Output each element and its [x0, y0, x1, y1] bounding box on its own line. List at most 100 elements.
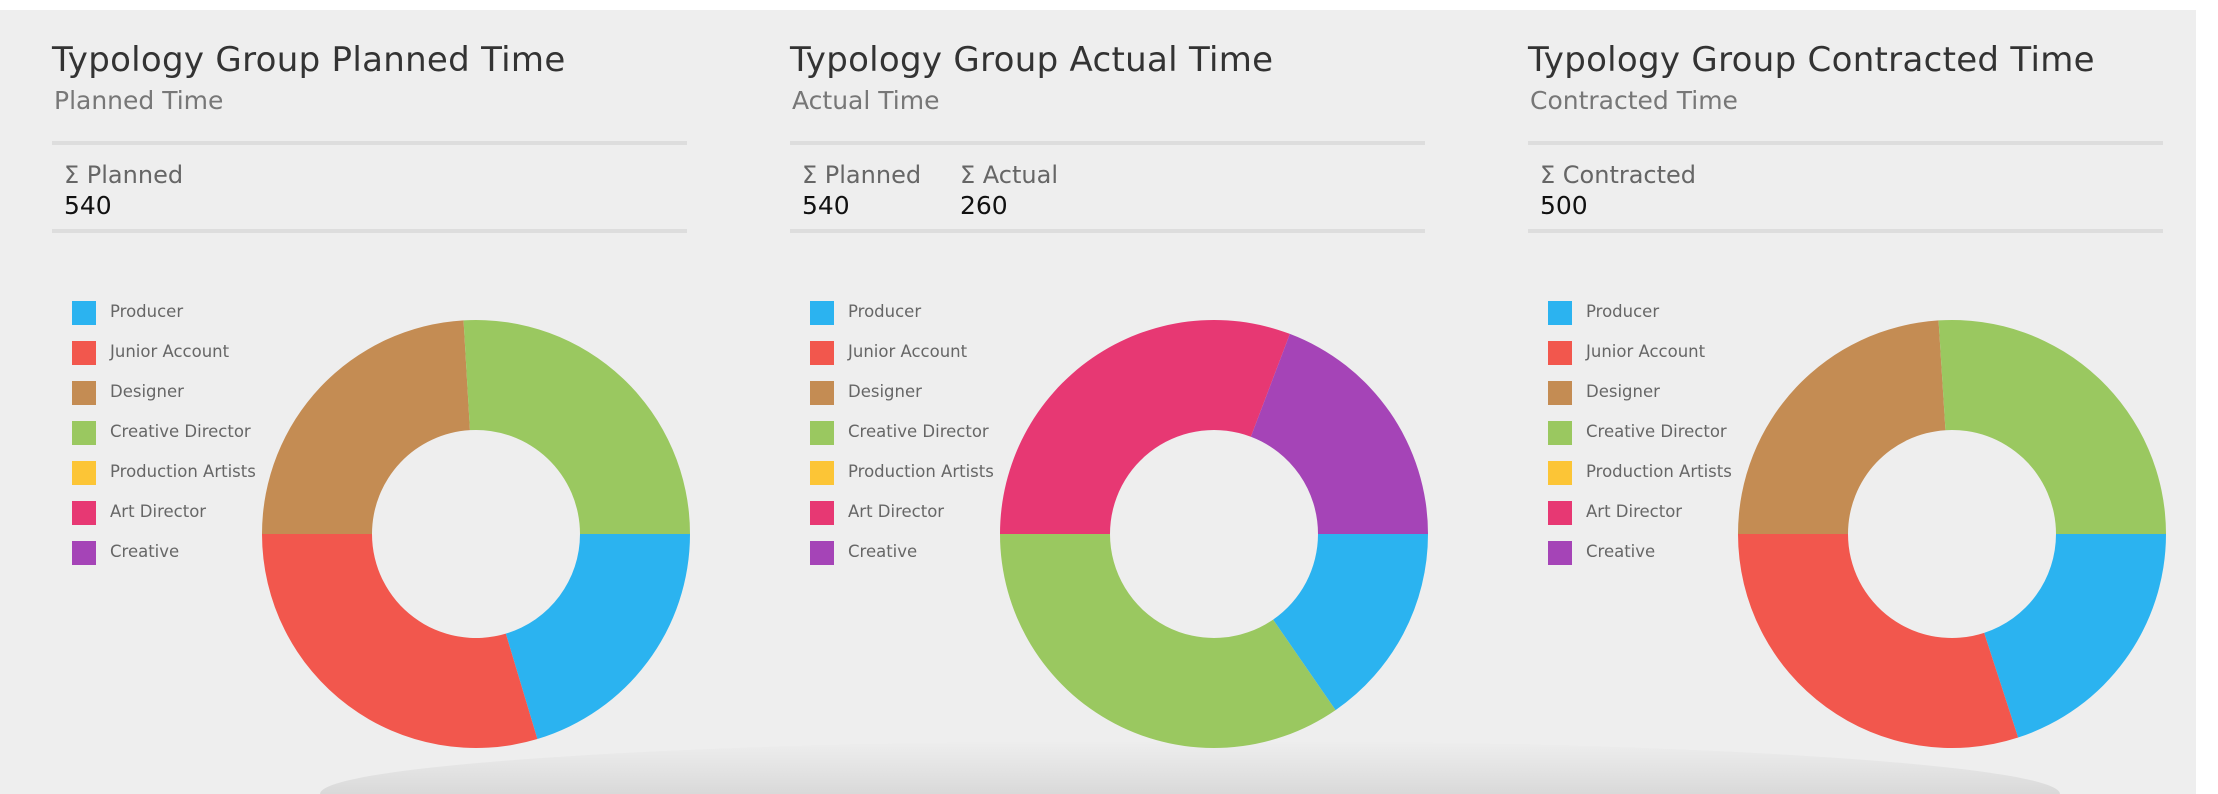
legend-item-art-director[interactable]: Art Director	[72, 500, 292, 526]
legend-swatch	[810, 501, 834, 525]
stat-label: Σ Actual	[960, 161, 1058, 189]
legend-swatch	[810, 341, 834, 365]
legend-swatch	[1548, 301, 1572, 325]
legend-swatch	[72, 341, 96, 365]
stat-planned: Σ Planned 540	[802, 161, 921, 220]
slice-producer[interactable]	[1984, 534, 2166, 738]
legend-swatch	[1548, 341, 1572, 365]
legend-label: Producer	[110, 302, 184, 321]
summary-bar: Σ Contracted 500	[1528, 141, 2163, 233]
legend-swatch	[810, 381, 834, 405]
card-title: Typology Group Planned Time	[52, 40, 566, 80]
donut-chart-contracted	[1738, 320, 2166, 748]
donut-chart-actual	[1000, 320, 1428, 748]
summary-bar: Σ Planned 540 Σ Actual 260	[790, 141, 1425, 233]
legend-item-art-director[interactable]: Art Director	[810, 500, 1030, 526]
slice-designer[interactable]	[262, 320, 470, 534]
stat-label: Σ Contracted	[1540, 161, 1697, 189]
slice-producer[interactable]	[505, 534, 690, 740]
legend-swatch	[1548, 381, 1572, 405]
legend-swatch	[810, 461, 834, 485]
stat-value: 540	[64, 191, 112, 220]
chart-card-planned: Typology Group Planned Time Planned Time…	[52, 10, 792, 794]
legend-label: Art Director	[110, 502, 207, 521]
legend-swatch	[1548, 501, 1572, 525]
stat-label: Σ Planned	[802, 161, 922, 189]
stat-label: Σ Planned	[64, 161, 184, 189]
legend-item-creative[interactable]: Creative	[810, 540, 1030, 566]
legend-item-designer[interactable]: Designer	[72, 380, 292, 406]
slice-creative-director[interactable]	[463, 320, 690, 534]
legend-swatch	[72, 301, 96, 325]
legend-label: Art Director	[1586, 502, 1683, 521]
chart-card-contracted: Typology Group Contracted Time Contracte…	[1528, 10, 2218, 794]
legend-item-producer[interactable]: Producer	[1548, 300, 1768, 326]
legend-swatch	[810, 541, 834, 565]
card-subtitle: Actual Time	[792, 86, 940, 115]
stat-value: 500	[1540, 191, 1588, 220]
legend-label: Creative Director	[110, 422, 251, 441]
legend-label: Creative	[848, 542, 918, 561]
legend-item-creative[interactable]: Creative	[1548, 540, 1768, 566]
legend-swatch	[1548, 461, 1572, 485]
legend-item-designer[interactable]: Designer	[810, 380, 1030, 406]
stat-actual: Σ Actual 260	[960, 161, 1058, 220]
legend-item-designer[interactable]: Designer	[1548, 380, 1768, 406]
legend-label: Designer	[848, 382, 922, 401]
legend-item-production-artists[interactable]: Production Artists	[810, 460, 1030, 486]
legend-swatch	[72, 541, 96, 565]
legend-swatch	[1548, 421, 1572, 445]
legend-label: Producer	[848, 302, 922, 321]
legend-item-production-artists[interactable]: Production Artists	[1548, 460, 1768, 486]
legend-label: Designer	[110, 382, 184, 401]
legend-item-creative-director[interactable]: Creative Director	[810, 420, 1030, 446]
donut-chart-planned	[262, 320, 690, 748]
stat-planned: Σ Planned 540	[64, 161, 183, 220]
slice-designer[interactable]	[1738, 320, 1946, 534]
legend-label: Producer	[1586, 302, 1660, 321]
legend-label: Junior Account	[110, 342, 230, 361]
legend-item-production-artists[interactable]: Production Artists	[72, 460, 292, 486]
legend-label: Creative	[1586, 542, 1656, 561]
legend-swatch	[72, 421, 96, 445]
legend-item-creative[interactable]: Creative	[72, 540, 292, 566]
legend-label: Production Artists	[1586, 462, 1732, 481]
card-title: Typology Group Contracted Time	[1528, 40, 2095, 80]
legend-label: Art Director	[848, 502, 945, 521]
stat-contracted: Σ Contracted 500	[1540, 161, 1696, 220]
legend-item-junior-account[interactable]: Junior Account	[810, 340, 1030, 366]
legend-item-producer[interactable]: Producer	[810, 300, 1030, 326]
legend-item-creative-director[interactable]: Creative Director	[72, 420, 292, 446]
slice-art-director[interactable]	[1000, 320, 1290, 534]
legend-label: Creative Director	[848, 422, 989, 441]
legend-label: Production Artists	[110, 462, 256, 481]
legend-label: Designer	[1586, 382, 1660, 401]
chart-card-actual: Typology Group Actual Time Actual Time Σ…	[790, 10, 1530, 794]
card-title: Typology Group Actual Time	[790, 40, 1274, 80]
legend-swatch	[72, 501, 96, 525]
slice-junior-account[interactable]	[1738, 534, 2019, 748]
legend-label: Creative	[110, 542, 180, 561]
stat-value: 260	[960, 191, 1008, 220]
legend-swatch	[1548, 541, 1572, 565]
legend-swatch	[810, 301, 834, 325]
legend-item-creative-director[interactable]: Creative Director	[1548, 420, 1768, 446]
slice-junior-account[interactable]	[262, 534, 538, 748]
slice-producer[interactable]	[1273, 534, 1428, 711]
card-subtitle: Planned Time	[54, 86, 224, 115]
summary-bar: Σ Planned 540	[52, 141, 687, 233]
legend-item-junior-account[interactable]: Junior Account	[1548, 340, 1768, 366]
legend-item-art-director[interactable]: Art Director	[1548, 500, 1768, 526]
legend-label: Junior Account	[848, 342, 968, 361]
stat-value: 540	[802, 191, 850, 220]
slice-creative[interactable]	[1250, 333, 1428, 534]
legend-label: Production Artists	[848, 462, 994, 481]
page-edge	[2196, 0, 2218, 794]
legend-label: Junior Account	[1586, 342, 1706, 361]
legend-item-producer[interactable]: Producer	[72, 300, 292, 326]
legend-item-junior-account[interactable]: Junior Account	[72, 340, 292, 366]
card-subtitle: Contracted Time	[1530, 86, 1738, 115]
slice-creative-director[interactable]	[1938, 320, 2166, 534]
slice-creative-director[interactable]	[1000, 534, 1336, 748]
legend-swatch	[810, 421, 834, 445]
